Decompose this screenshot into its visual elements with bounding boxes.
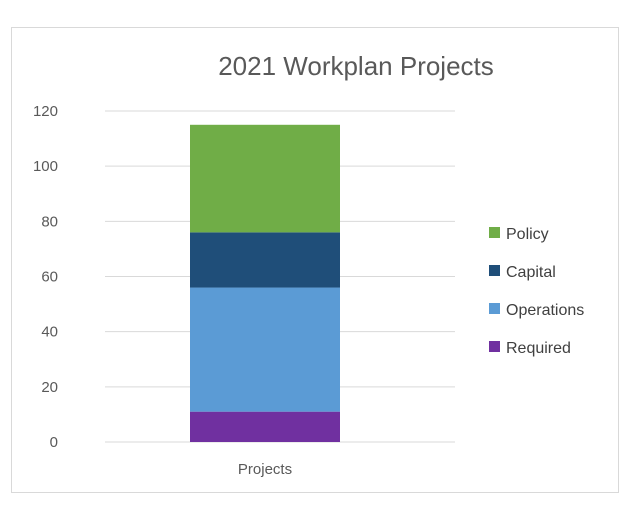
chart-title: 2021 Workplan Projects: [218, 51, 494, 81]
legend-label-operations: Operations: [506, 302, 584, 319]
y-tick-label: 120: [33, 103, 58, 120]
y-tick-label: 40: [41, 324, 58, 341]
legend-label-capital: Capital: [506, 264, 556, 281]
bar-segment-required: [190, 411, 340, 442]
bar-segment-capital: [190, 232, 340, 288]
bar-segment-operations: [190, 287, 340, 412]
y-axis-ticks: 0 20 40 60 80 100 120: [33, 103, 58, 451]
bar-segment-policy: [190, 124, 340, 233]
legend-label-policy: Policy: [506, 226, 549, 243]
x-category-label: Projects: [238, 461, 292, 478]
legend-swatch-operations: [489, 303, 500, 314]
legend-swatch-policy: [489, 227, 500, 238]
y-tick-label: 0: [50, 434, 58, 451]
legend-swatch-required: [489, 341, 500, 352]
legend-label-required: Required: [506, 340, 571, 357]
y-tick-label: 80: [41, 213, 58, 230]
y-tick-label: 20: [41, 379, 58, 396]
legend: Policy Capital Operations Required: [489, 226, 584, 357]
y-tick-label: 60: [41, 269, 58, 286]
legend-swatch-capital: [489, 265, 500, 276]
x-axis-categories: Projects: [238, 461, 292, 478]
y-tick-label: 100: [33, 158, 58, 175]
bars: [190, 124, 340, 442]
